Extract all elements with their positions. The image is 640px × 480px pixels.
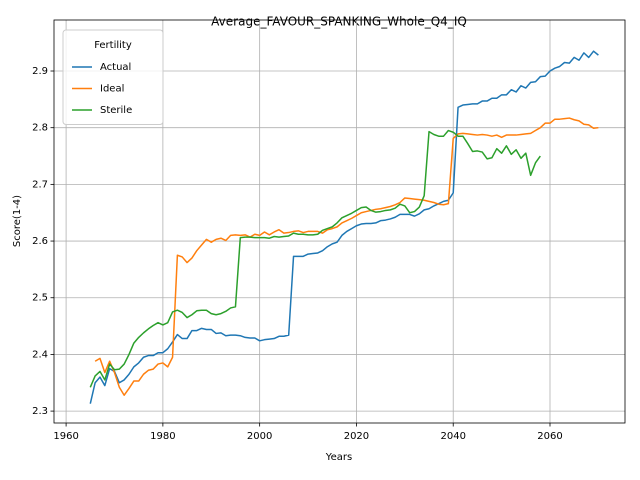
legend-label: Sterile — [100, 105, 132, 116]
series-line — [89, 129, 541, 388]
x-tick-label: 1960 — [53, 431, 78, 442]
x-tick-label: 2020 — [344, 431, 369, 442]
chart-title: Average_FAVOUR_SPANKING_Whole_Q4_IQ — [211, 15, 467, 29]
x-tick-label: 2040 — [440, 431, 465, 442]
y-tick-label: 2.5 — [32, 293, 48, 304]
y-tick-label: 2.6 — [32, 236, 48, 247]
legend-title: Fertility — [94, 40, 132, 51]
legend: Fertility Actual Ideal Sterile — [62, 29, 164, 125]
x-axis-label: Years — [325, 452, 352, 463]
ticks: 1960 1980 2000 2020 2040 2060 2.3 2.4 2.5 2.6 2.7 2… — [32, 66, 563, 442]
y-tick-label: 2.4 — [32, 349, 48, 360]
x-tick-label: 2060 — [537, 431, 562, 442]
series-line — [94, 117, 599, 396]
y-axis-label: Score(1-4) — [12, 195, 23, 247]
x-tick-label: 2000 — [247, 431, 272, 442]
y-tick-label: 2.3 — [32, 406, 48, 417]
y-tick-label: 2.8 — [32, 123, 48, 134]
plot-frame — [53, 19, 626, 424]
series-line — [89, 50, 599, 404]
legend-label: Ideal — [100, 84, 124, 95]
y-tick-label: 2.7 — [32, 179, 48, 190]
grid — [54, 20, 625, 423]
legend-label: Actual — [100, 62, 131, 73]
y-tick-label: 2.9 — [32, 66, 48, 77]
x-tick-label: 1980 — [150, 431, 175, 442]
lines — [89, 50, 599, 404]
legend-box — [62, 29, 164, 125]
